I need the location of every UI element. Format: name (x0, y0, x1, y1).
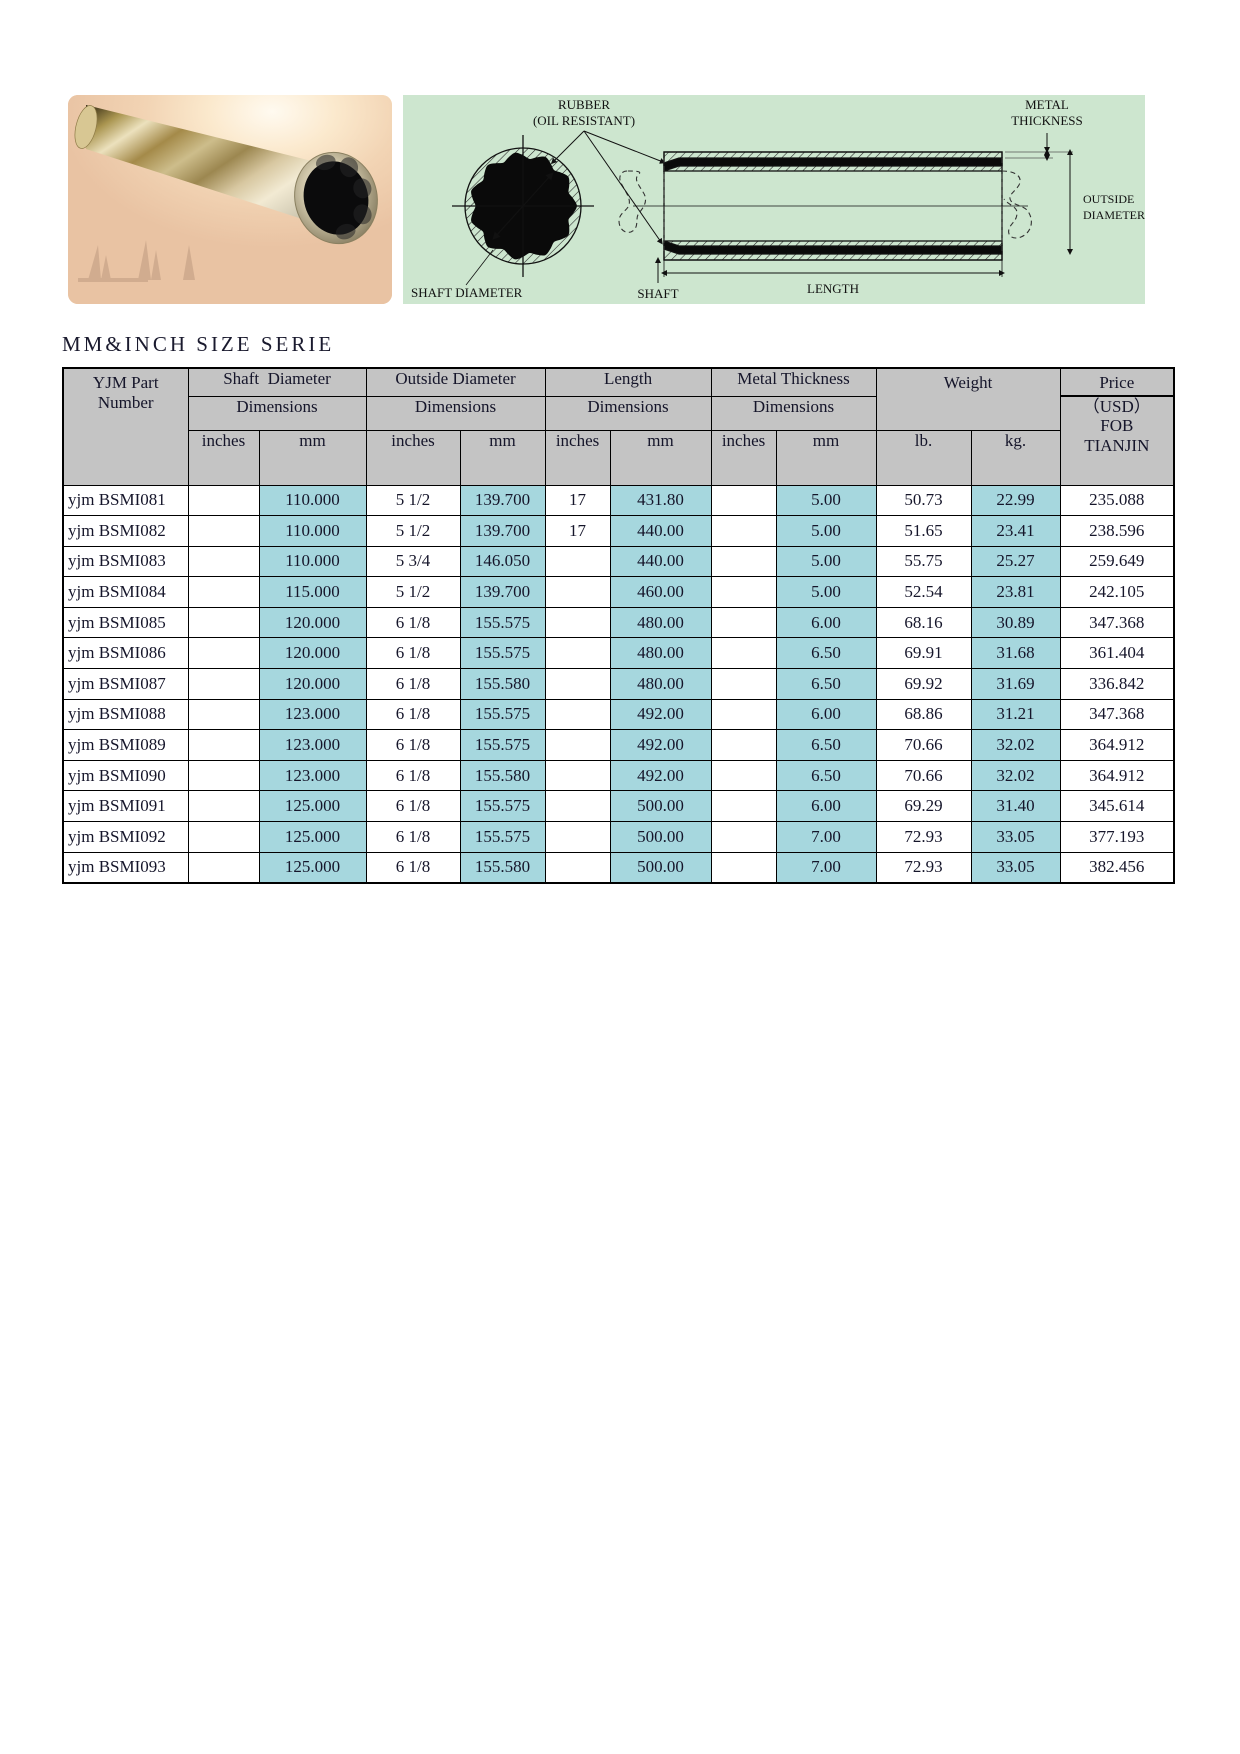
svg-text:METAL: METAL (1025, 97, 1069, 112)
svg-text:SHAFT DIAMETER: SHAFT DIAMETER (411, 285, 523, 300)
svg-text:OUTSIDE: OUTSIDE (1083, 192, 1134, 206)
svg-text:THICKNESS: THICKNESS (1011, 113, 1083, 128)
svg-text:(OIL RESISTANT): (OIL RESISTANT) (533, 113, 635, 128)
svg-text:LENGTH: LENGTH (807, 281, 859, 296)
svg-text:SHAFT: SHAFT (637, 286, 678, 301)
svg-text:RUBBER: RUBBER (558, 97, 610, 112)
svg-text:DIAMETER: DIAMETER (1083, 208, 1145, 222)
